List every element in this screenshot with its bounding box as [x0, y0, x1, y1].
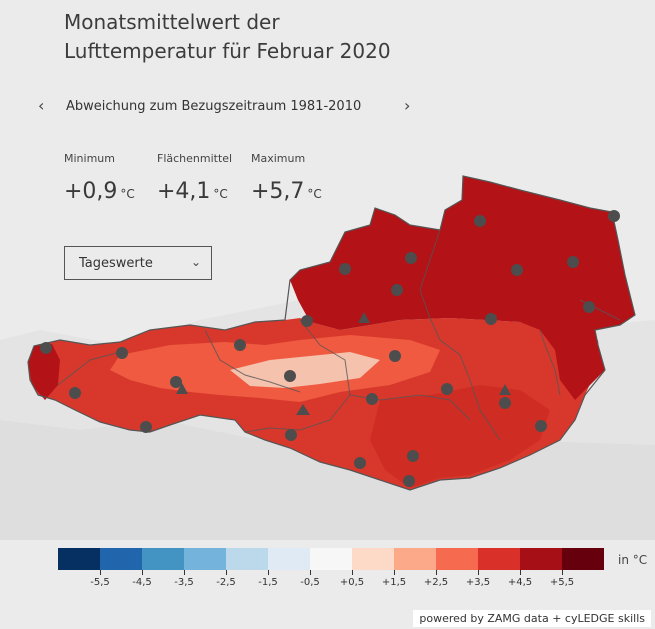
stat-minimum-label: Minimum [64, 152, 115, 165]
legend-tick-mark [352, 570, 353, 575]
station-marker [285, 429, 297, 441]
station-marker [485, 313, 497, 325]
austria-outline [27, 175, 636, 491]
station-marker [474, 215, 486, 227]
station-marker [405, 252, 417, 264]
legend-tick-mark [562, 570, 563, 575]
legend-tick-mark [268, 570, 269, 575]
chevron-down-icon: ⌄ [190, 255, 201, 269]
legend-tick-label: +5,5 [549, 577, 575, 588]
legend-tick-mark [394, 570, 395, 575]
stat-minimum: Minimum +0,9 °C [64, 152, 135, 204]
mountain-station-marker [499, 384, 511, 395]
credit-text: powered by ZAMG data + cyLEDGE skills [413, 610, 651, 627]
stat-area-mean-label: Flächenmittel [157, 152, 233, 165]
station-marker [234, 339, 246, 351]
legend-swatch [142, 548, 184, 570]
station-marker [583, 301, 595, 313]
chevron-left-icon[interactable]: ‹ [38, 96, 45, 115]
legend-swatch [436, 548, 478, 570]
mountain-station-marker [358, 312, 370, 323]
legend-tick-label: -5,5 [90, 577, 110, 588]
period-navigation: ‹ Abweichung zum Bezugszeitraum 1981-201… [38, 96, 428, 118]
period-label: Abweichung zum Bezugszeitraum 1981-2010 [66, 99, 362, 114]
legend-tick-label: +3,5 [465, 577, 491, 588]
legend-tick-mark [142, 570, 143, 575]
station-marker [354, 457, 366, 469]
legend-tick-mark [310, 570, 311, 575]
chevron-right-icon[interactable]: › [404, 96, 411, 115]
station-marker [116, 347, 128, 359]
legend-swatch [310, 548, 352, 570]
legend-tick-mark [436, 570, 437, 575]
station-marker [170, 376, 182, 388]
legend-tick-mark [226, 570, 227, 575]
legend-swatch [520, 548, 562, 570]
station-marker [391, 284, 403, 296]
station-marker [499, 397, 511, 409]
legend-swatch [268, 548, 310, 570]
legend-tick-label: +0,5 [339, 577, 365, 588]
austria-north-east-region [290, 176, 635, 400]
station-marker [40, 342, 52, 354]
stat-area-mean: Flächenmittel +4,1 °C [157, 152, 232, 204]
station-marker [339, 263, 351, 275]
stat-area-mean-value: +4,1 °C [157, 179, 228, 204]
legend-ticks: -5,5 -4,5 -3,5 -2,5 -1,5 -0,5 +0,5 +1,5 +2,5 +3,5… [58, 570, 604, 592]
color-legend: -5,5 -4,5 -3,5 -2,5 -1,5 -0,5 +0,5 +1,5 +2,5 +3,5… [58, 548, 604, 592]
station-marker [366, 393, 378, 405]
legend-swatch [100, 548, 142, 570]
station-marker [407, 450, 419, 462]
legend-tick-label: +4,5 [507, 577, 533, 588]
station-marker [284, 370, 296, 382]
legend-swatch [562, 548, 604, 570]
legend-tick-label: -3,5 [174, 577, 194, 588]
station-marker [69, 387, 81, 399]
legend-swatch [352, 548, 394, 570]
vorarlberg-region [28, 344, 60, 400]
station-marker [441, 383, 453, 395]
legend-tick-mark [184, 570, 185, 575]
station-marker [403, 475, 415, 487]
interval-dropdown[interactable]: Tageswerte ⌄ [64, 246, 212, 280]
legend-swatch [226, 548, 268, 570]
legend-tick-label: -2,5 [216, 577, 236, 588]
high-peaks-region [230, 352, 380, 388]
station-marker [301, 315, 313, 327]
legend-swatch [184, 548, 226, 570]
legend-tick-label: +2,5 [423, 577, 449, 588]
legend-swatch [58, 548, 100, 570]
legend-unit: in °C [618, 553, 648, 567]
legend-tick-label: -0,5 [300, 577, 320, 588]
weather-stations [40, 210, 620, 487]
south-east-region [370, 385, 550, 488]
station-marker [389, 350, 401, 362]
station-marker [511, 264, 523, 276]
stat-maximum-label: Maximum [251, 152, 306, 165]
stat-maximum-value: +5,7 °C [251, 179, 322, 204]
legend-tick-label: -1,5 [258, 577, 278, 588]
mountain-station-marker [296, 404, 310, 415]
legend-tick-mark [100, 570, 101, 575]
station-marker [535, 420, 547, 432]
stat-maximum: Maximum +5,7 °C [251, 152, 322, 204]
legend-tick-mark [478, 570, 479, 575]
stat-minimum-value: +0,9 °C [64, 179, 135, 204]
legend-color-bar [58, 548, 604, 570]
mountain-station-marker [176, 383, 188, 394]
legend-tick-label: +1,5 [381, 577, 407, 588]
legend-tick-mark [520, 570, 521, 575]
page-title: Monatsmittelwert der Lufttemperatur für F… [64, 10, 391, 63]
station-marker [140, 421, 152, 433]
station-marker [608, 210, 620, 222]
interval-dropdown-value: Tageswerte [79, 256, 153, 271]
legend-swatch [478, 548, 520, 570]
station-marker [567, 256, 579, 268]
mountain-stations [176, 312, 511, 415]
legend-tick-label: -4,5 [132, 577, 152, 588]
legend-swatch [394, 548, 436, 570]
